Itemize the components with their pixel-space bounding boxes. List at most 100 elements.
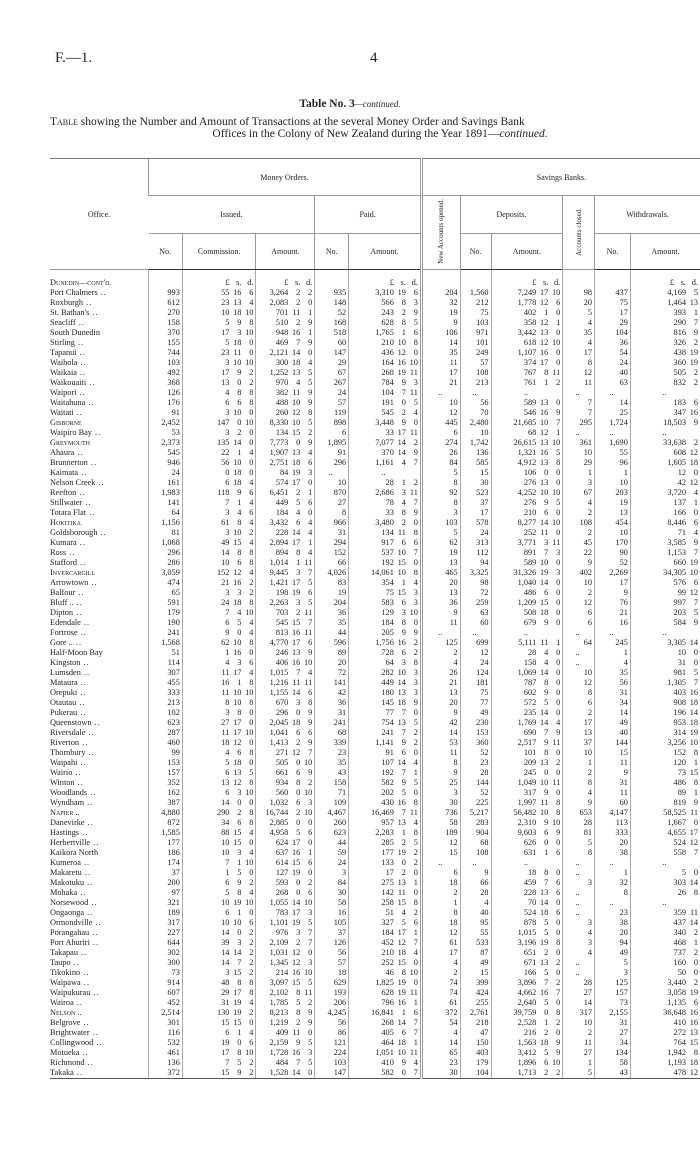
cell-deposits-no: 213 [459, 378, 492, 388]
paid-amount-shillings: 14 [397, 678, 406, 687]
cell-withdrawals-amount: 10 0 [629, 648, 700, 658]
cell-issued-no: 492 [148, 368, 183, 378]
cell-deposits-no: 60 [459, 618, 492, 628]
commission-pence: 2 [249, 1008, 254, 1017]
paid-amount-pence: 3 [413, 598, 418, 607]
paid-amount-value: 104 7 11 [350, 388, 417, 398]
cell-paid-no: 42 [314, 688, 349, 698]
cell-withdrawals-amount: 290 7 [629, 318, 700, 328]
commission-pounds: 5 [225, 758, 230, 767]
cell-withdrawals-amount: 160 0 [629, 958, 700, 968]
withdrawals-amount-pounds: 1,942 [667, 1048, 686, 1057]
paid-amount-shillings: 16 [397, 798, 406, 807]
cell-paid-no [314, 269, 349, 288]
cell-issued-amount: 1,101 19 5 [255, 918, 315, 928]
paid-amount-shillings: 2 [401, 868, 406, 877]
deposits-amount-pence: 8 [556, 1008, 561, 1017]
cell-office: Stirling [50, 338, 149, 348]
header-accounts-closed-text: Accounts closed. [574, 207, 583, 256]
cell-withdrawals-no: 34 [594, 1038, 631, 1048]
cell-paid-amount: 628 19 11 [348, 988, 423, 998]
cell-deposits-no: 971 [459, 328, 492, 338]
paid-amount-shillings: 17 [397, 428, 406, 437]
deposits-amount-pence: 9 [556, 1038, 561, 1047]
cell-withdrawals-no: 32 [594, 878, 631, 888]
document-reference: F.—1. [55, 50, 93, 66]
cell-paid-no: 35 [314, 758, 349, 768]
commission-pounds: 10 [221, 918, 230, 927]
paid-amount-pounds: 104 [381, 388, 394, 397]
issued-amount-pence: 3 [308, 1048, 313, 1057]
issued-amount-pounds: 545 [275, 618, 289, 627]
cell-deposits-amount: 402 1 0 [490, 308, 563, 318]
paid-amount-value: 64 3 8 [350, 658, 418, 668]
issued-amount-shillings: 16 [292, 628, 301, 637]
withdrawals-amount-value: 326 2 [631, 338, 698, 348]
cell-withdrawals-no: 333 [594, 828, 631, 838]
deposits-amount-shillings: 11 [540, 798, 549, 807]
cell-issued-no: 387 [148, 798, 183, 808]
paid-amount-shillings: 13 [397, 688, 406, 697]
deposits-amount-shillings: 12 [539, 338, 549, 347]
paid-amount-pence: 11 [409, 1048, 418, 1057]
paid-amount-pounds: 16,841 [371, 1008, 394, 1017]
cell-withdrawals-no: 5 [594, 958, 631, 968]
deposits-amount-pounds: 70 [527, 898, 537, 907]
paid-amount-value: 205 9 9 [350, 628, 417, 638]
table-row: Riversdale2871117101,0416668241721415369… [50, 728, 700, 738]
issued-amount-shillings: 10 [292, 418, 301, 427]
withdrawals-amount-value: 137 1 [631, 498, 698, 508]
commission-value: 3 10 10 [183, 358, 253, 368]
cell-accounts-closed: .. [562, 968, 595, 978]
commission-pence: 0 [249, 718, 254, 727]
commission-pence: 8 [249, 388, 254, 397]
cell-issued-amount: 268 0 6 [255, 888, 315, 898]
issued-amount-value: 970 4 5 [257, 378, 312, 388]
deposits-amount-pounds: 767 [523, 368, 537, 377]
cell-commission: 17 9 2 [181, 368, 256, 378]
units-withdrawals-amount-shillings: s. [680, 278, 686, 287]
deposits-amount-value: 1,069 14 0 [492, 668, 561, 678]
header-savings-banks: Savings Banks. [420, 158, 700, 196]
cell-deposits-amount: 1,997 11 8 [490, 798, 563, 808]
cell-deposits-amount: 2,640 5 0 [490, 998, 563, 1008]
cell-office: Kumeroa [50, 858, 149, 868]
cell-withdrawals-amount: 347 16 [629, 408, 700, 418]
cell-issued-no: 64 [148, 508, 183, 518]
commission-value: 15 15 0 [183, 1018, 253, 1028]
cell-issued-no: 141 [148, 498, 183, 508]
paid-amount-value: 628 8 5 [350, 318, 417, 328]
paid-amount-pence: 0 [413, 868, 418, 877]
cell-commission: 17 8 10 [181, 1048, 256, 1058]
withdrawals-amount-value: 10 0 [631, 648, 698, 658]
deposits-amount-pounds: 1,049 [517, 778, 537, 787]
commission-shillings: 0 [237, 378, 242, 387]
cell-new-accounts: 445 [420, 418, 461, 428]
withdrawals-amount-shillings: 15 [689, 768, 698, 777]
cell-paid-amount: 134 11 8 [348, 528, 423, 538]
issued-amount-value: 198 19 6 [257, 588, 312, 598]
cell-paid-no: 27 [314, 498, 349, 508]
deposits-amount-shillings: 7 [544, 878, 549, 887]
cell-paid-amount: 129 3 10 [348, 608, 423, 618]
deposits-amount-pounds: 1,997 [517, 798, 537, 807]
cell-paid-amount: 370 14 9 [348, 448, 423, 458]
commission-shillings: 19 [233, 1008, 242, 1017]
cell-deposits-amount: 4,662 16 7 [490, 988, 563, 998]
cell-office: Half-Moon Bay [50, 648, 103, 657]
paid-amount-pence: 0 [413, 558, 418, 567]
cell-office: Queenstown [50, 718, 149, 728]
cell-office: Seacliff [50, 318, 149, 328]
issued-amount-pence: 0 [308, 508, 313, 517]
issued-amount-shillings: 16 [292, 1048, 301, 1057]
issued-amount-pence: 1 [308, 328, 313, 337]
deposits-amount-pence: 2 [556, 978, 561, 987]
cell-paid-amount: 33 17 11 [348, 428, 423, 438]
cell-accounts-closed: 1 [562, 468, 595, 478]
commission-shillings: 0 [237, 798, 242, 807]
paid-amount-pounds: 582 [381, 1068, 394, 1077]
withdrawals-amount-pounds: 314 [673, 728, 686, 737]
table-row: Belgrove301151501,2192956268147542182,52… [50, 1018, 700, 1028]
cell-issued-no: 99 [148, 748, 183, 758]
cell-accounts-closed: 2 [562, 588, 595, 598]
